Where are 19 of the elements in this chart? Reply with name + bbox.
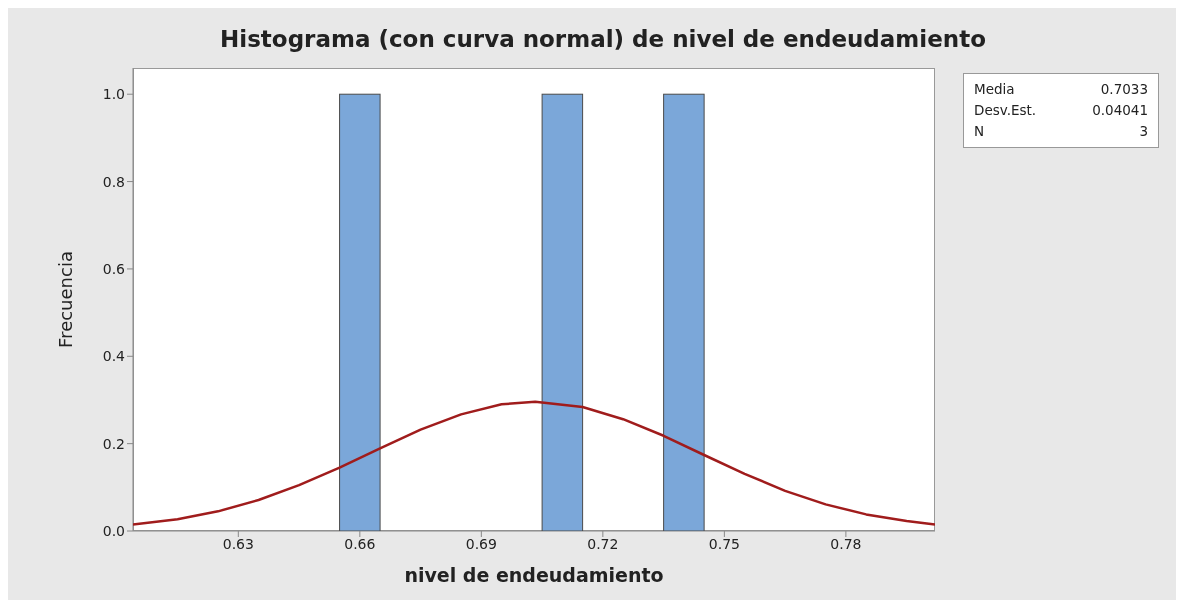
x-axis-title: nivel de endeudamiento — [404, 564, 664, 586]
x-tick-label: 0.66 — [344, 535, 376, 552]
y-tick-label: 0.8 — [102, 173, 125, 190]
text: N 3 — [974, 123, 1148, 139]
y-tick-label: 0.6 — [102, 260, 126, 277]
line-series — [133, 400, 935, 526]
y-tick-label: 0.4 — [102, 348, 126, 365]
x-tick-label: 0.63 — [222, 535, 254, 552]
x-tick-label: 0.72 — [587, 535, 619, 552]
text: Desv.Est. 0.04041 — [974, 102, 1148, 118]
y-tick-label: 0.2 — [102, 435, 125, 452]
y-tick-label: 0.0 — [102, 522, 125, 539]
x-tick-label: 0.75 — [708, 535, 740, 552]
chart-title: Histograma (con curva normal) de nivel de endeudamiento — [219, 26, 987, 52]
x-tick-label: 0.69 — [465, 535, 497, 552]
text: Media 0.7033 — [974, 81, 1148, 97]
y-tick-label: 1.0 — [102, 86, 125, 103]
x-tick-label: 0.78 — [830, 535, 862, 552]
y-axis-title: Frecuencia — [55, 251, 77, 348]
